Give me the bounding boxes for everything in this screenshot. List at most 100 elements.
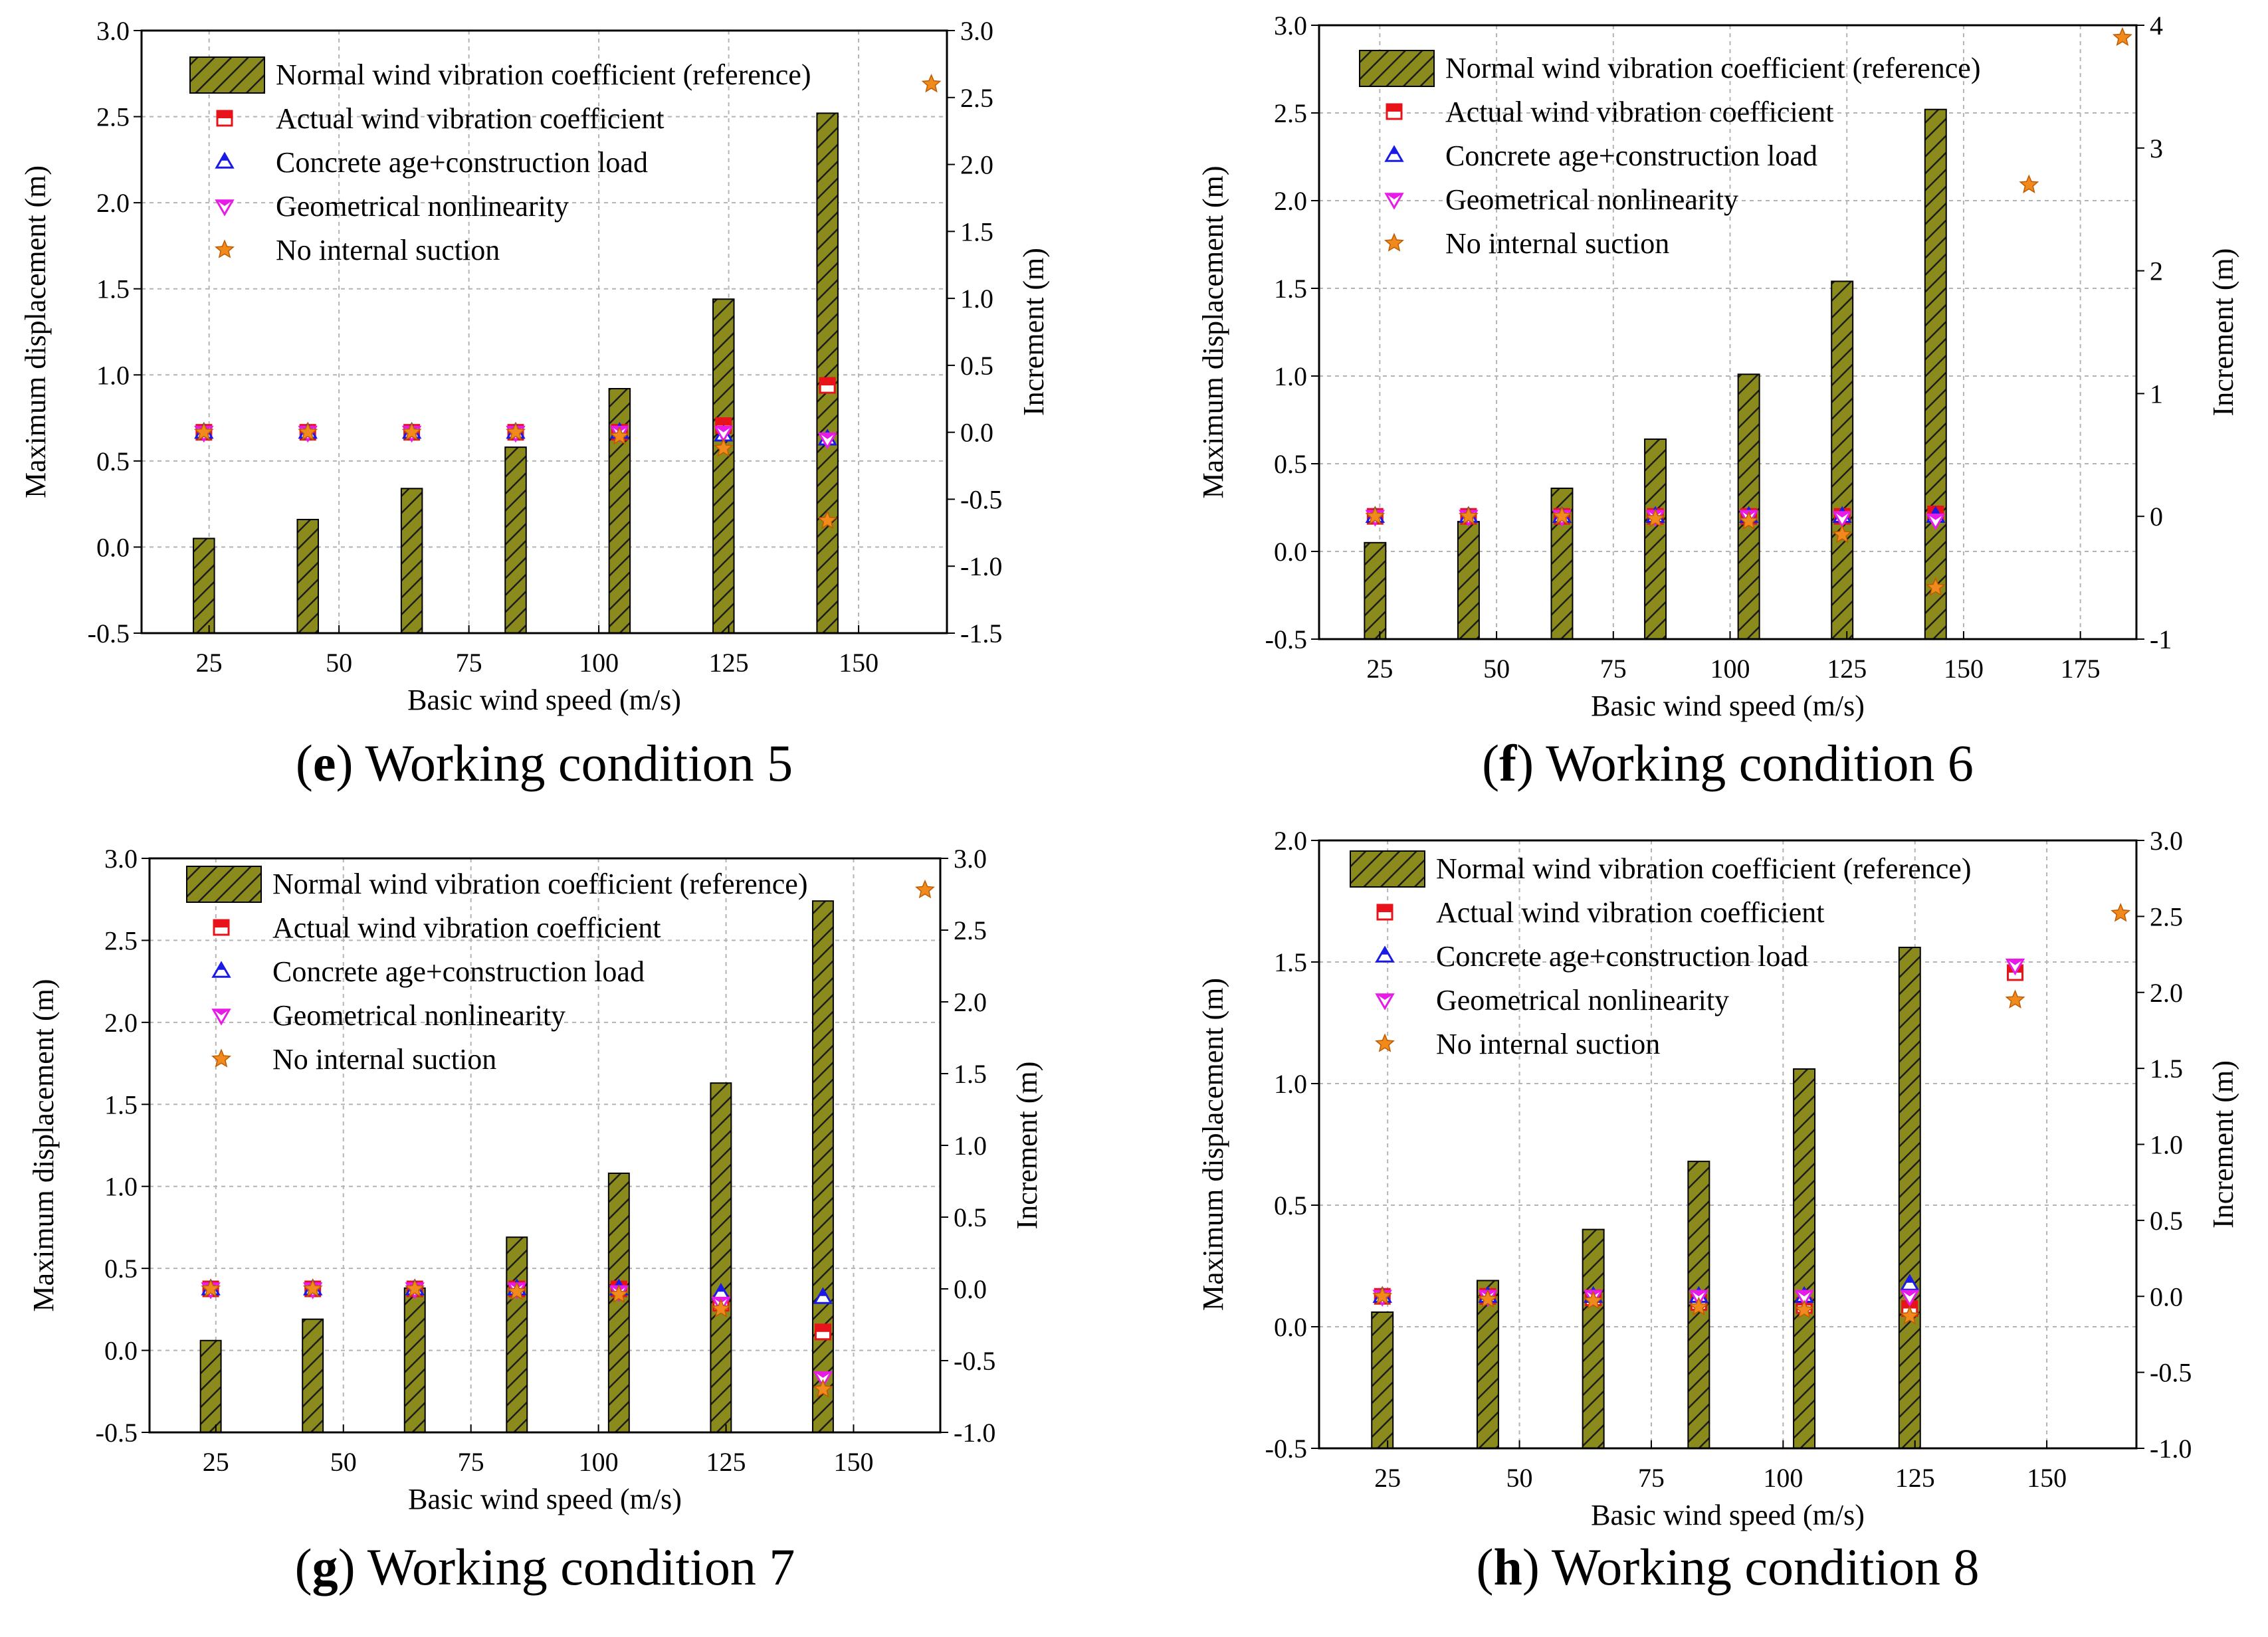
x-tick-label: 25 [196,648,223,678]
marker-fill [1927,514,1944,520]
panel-caption: (e) Working condition 5 [296,734,793,792]
point-star [1738,510,1759,530]
reference-bar [1457,521,1480,640]
y-tick-label: 1.0 [1274,1069,1307,1099]
marker-fill [819,433,836,439]
x-tick-label: 75 [1638,1463,1665,1493]
x-tick-label: 100 [1763,1463,1803,1493]
y-tick-label: 0.5 [104,1254,138,1284]
axes: 25 50 75 100 125 150 -0.5 0.0 0.5 1.0 1.5 2.0 2.5 3.0… [96,844,996,1477]
marker-fill [1931,508,1940,515]
marker-fill [815,1324,831,1332]
x-tick-label: 75 [458,1447,484,1477]
point-star [1899,1305,1920,1325]
point-triangle-down [1900,1290,1920,1307]
plot-frame [1318,839,2138,1450]
point-triangle-up [1900,1274,1920,1291]
legend-label: Geometrical nonlinearity [1436,984,1729,1016]
reference-bar [712,298,735,634]
x-tick-label: 25 [1374,1463,1401,1493]
caption-letter: f [1499,734,1517,792]
point-triangle-down [2005,958,2025,976]
legend-swatch-triangle-up [1375,945,1395,963]
y-tick-label: 2.5 [96,102,130,132]
reference-bar [811,900,834,1433]
y2-tick-label: 2.0 [960,150,993,180]
y2-tick-label: 0.0 [960,418,993,448]
y2-tick-label: -0.5 [954,1346,995,1376]
reference-bar [400,488,423,634]
legend-swatch-reference [1359,50,1435,87]
legend-swatch-triangle-up [215,151,235,169]
y2-tick-label: 3 [2150,134,2163,163]
point-star [921,73,942,93]
legend-label: Normal wind vibration coefficient (refer… [276,58,811,91]
legend-label: No internal suction [1445,227,1669,260]
legend-label: Actual wind vibration coefficient [1445,96,1833,128]
legend-label: Concrete age+construction load [1436,940,1808,973]
panel-g: 25 50 75 100 125 150 -0.5 0.0 0.5 1.0 1.5 2.0 2.5 3.0… [27,844,1043,1596]
marker-fill [1376,994,1393,1000]
grid [1319,840,2136,1449]
legend-swatch-star [215,239,235,258]
marker-fill [715,427,732,433]
point-triangle-down [1832,511,1852,528]
panel-f: 25 50 75 100 125 150 175 -0.5 0.0 0.5 1.0 1.5 2.0 2.5… [1197,11,2239,792]
point-triangle-down [714,425,734,443]
legend-swatch-star [1384,233,1404,252]
y-tick-label: 1.0 [1274,361,1307,391]
y2-tick-label: -1.0 [960,551,1002,581]
legend: Normal wind vibration coefficient (refer… [1359,50,1980,260]
x-tick-label: 150 [2027,1463,2067,1493]
point-square [814,1323,831,1341]
bars [1371,947,1921,1450]
legend-swatch-triangle-up [1384,145,1404,162]
point-star [710,1298,731,1317]
legend-label: Geometrical nonlinearity [272,999,566,1032]
legend-label: No internal suction [1436,1028,1660,1060]
reference-bar [816,112,839,634]
y-tick-label: 0.5 [96,446,130,476]
legend-label: Normal wind vibration coefficient (refer… [1445,52,1980,84]
x-tick-label: 100 [579,648,619,678]
legend-swatch-triangle-down [211,1009,231,1026]
point-star [713,438,734,457]
point-star [1458,506,1479,525]
y-tick-label: 1.0 [104,1172,138,1202]
y2-tick-label: 1 [2150,379,2163,409]
point-star [1689,1296,1709,1315]
y2-tick-label: 0.0 [2150,1282,2183,1311]
y2-tick-label: -0.5 [960,484,1002,514]
y2-tick-label: -1.5 [960,619,1002,648]
legend-swatch-star [1375,1033,1395,1052]
reference-bar [1898,947,1921,1450]
point-star [2111,903,2131,922]
x-tick-label: 125 [706,1447,746,1477]
marker-fill [819,1289,827,1296]
point-star [1365,506,1386,525]
point-star [1372,1286,1393,1305]
x-tick-label: 75 [456,648,482,678]
point-star [193,421,214,441]
x-axis-label: Basic wind speed (m/s) [408,1483,682,1515]
y-axis-label: Maximum displacement (m) [27,979,60,1312]
point-star [817,510,838,530]
legend-label: Concrete age+construction load [276,146,648,179]
y2-tick-label: 2 [2150,256,2163,286]
point-star [1645,508,1665,528]
y-axis-label: Maximum displacement (m) [1197,978,1229,1311]
marker-fill [220,153,229,161]
point-star [1794,1300,1814,1319]
y-tick-label: 0.0 [96,532,130,562]
y-tick-label: 2.0 [104,1008,138,1038]
y-tick-label: -0.5 [88,619,130,648]
y2-tick-label: 2.0 [2150,978,2183,1008]
marker-fill [217,963,226,970]
legend-swatch-square [1376,904,1393,921]
y2-tick-label: 0.5 [960,351,993,381]
panel-caption: (f) Working condition 6 [1482,734,1974,792]
x-tick-label: 50 [1506,1463,1533,1493]
y2-tick-label: 3.0 [954,844,987,874]
reference-bar [1476,1280,1499,1449]
marker-fill [1691,1291,1707,1297]
